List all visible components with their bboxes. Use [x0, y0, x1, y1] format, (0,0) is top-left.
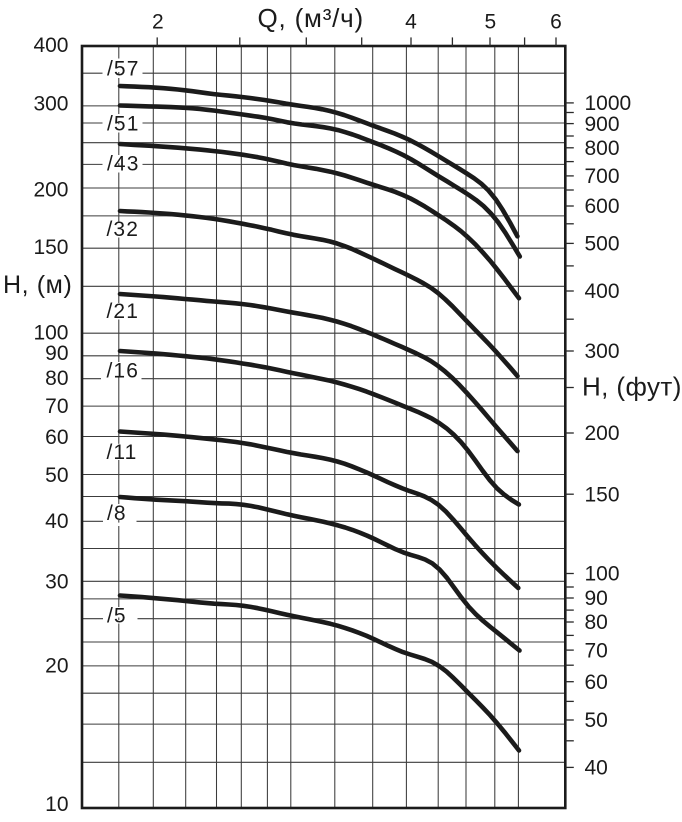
- svg-text:4: 4: [405, 11, 417, 34]
- svg-text:90: 90: [45, 342, 68, 365]
- svg-text:/21: /21: [107, 300, 140, 323]
- svg-text:5: 5: [484, 11, 496, 34]
- svg-text:50: 50: [585, 709, 608, 732]
- svg-text:150: 150: [585, 483, 620, 506]
- svg-text:90: 90: [585, 587, 608, 610]
- svg-text:20: 20: [45, 655, 68, 678]
- svg-text:1000: 1000: [585, 92, 632, 115]
- svg-text:70: 70: [585, 639, 608, 662]
- svg-text:/11: /11: [107, 441, 138, 464]
- svg-text:60: 60: [45, 426, 68, 449]
- svg-text:800: 800: [585, 137, 620, 160]
- svg-text:300: 300: [33, 93, 68, 116]
- svg-text:200: 200: [585, 422, 620, 445]
- svg-text:30: 30: [45, 571, 68, 594]
- svg-text:50: 50: [45, 464, 68, 487]
- svg-text:2: 2: [152, 11, 164, 34]
- svg-text:H, (м): H, (м): [3, 271, 72, 299]
- svg-text:600: 600: [585, 195, 620, 218]
- svg-text:500: 500: [585, 233, 620, 256]
- svg-text:80: 80: [585, 611, 608, 634]
- svg-text:/16: /16: [107, 360, 140, 383]
- svg-text:400: 400: [33, 34, 68, 57]
- svg-text:/51: /51: [107, 113, 140, 136]
- svg-text:10: 10: [45, 793, 68, 816]
- svg-text:/57: /57: [107, 58, 140, 81]
- svg-text:6: 6: [550, 11, 562, 34]
- svg-text:70: 70: [45, 395, 68, 418]
- svg-text:60: 60: [585, 671, 608, 694]
- svg-text:900: 900: [585, 113, 620, 136]
- svg-text:300: 300: [585, 340, 620, 363]
- svg-text:200: 200: [33, 178, 68, 201]
- svg-text:H, (фут): H, (фут): [582, 372, 682, 402]
- svg-text:/43: /43: [107, 153, 140, 176]
- svg-text:40: 40: [585, 757, 608, 780]
- svg-text:100: 100: [585, 563, 620, 586]
- svg-text:80: 80: [45, 367, 68, 390]
- svg-text:400: 400: [585, 280, 620, 303]
- svg-text:700: 700: [585, 165, 620, 188]
- svg-text:/32: /32: [107, 218, 140, 241]
- svg-text:100: 100: [33, 322, 68, 345]
- svg-text:/5: /5: [107, 605, 127, 628]
- svg-text:150: 150: [33, 236, 68, 259]
- svg-text:40: 40: [45, 510, 68, 533]
- svg-text:Q, (м³/ч): Q, (м³/ч): [258, 3, 365, 33]
- svg-text:/8: /8: [107, 502, 127, 525]
